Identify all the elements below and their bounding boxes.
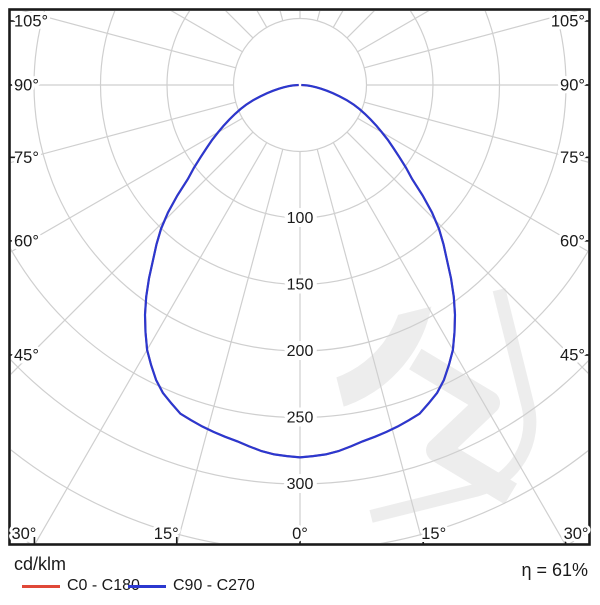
chart-border — [8, 8, 591, 546]
angle-label-right: 60° — [560, 232, 585, 250]
angle-label-left: 90° — [14, 77, 39, 95]
radial-value-label: 150 — [287, 277, 314, 294]
watermark-prong — [215, 168, 277, 291]
c90-c270-swatch — [128, 585, 166, 588]
angle-label-left: 105° — [14, 13, 48, 31]
angle-label-bottom: 30° — [564, 525, 589, 543]
tick-marks — [10, 20, 589, 544]
angle-label-bottom: 15° — [421, 525, 446, 543]
angle-label-left: 75° — [14, 149, 39, 167]
grid-ray — [21, 11, 236, 69]
radial-value-label: 250 — [287, 410, 314, 427]
c0-c180-label: C0 - C180 — [67, 577, 140, 594]
radial-value-label: 200 — [287, 343, 314, 360]
watermark-plug-icon — [215, 168, 537, 557]
curves — [143, 83, 457, 459]
grid-ray — [11, 131, 254, 375]
grid-ray — [11, 117, 243, 253]
radial-value-label: 100 — [287, 210, 314, 227]
grid-ray — [364, 101, 588, 163]
grid-ray — [11, 101, 236, 164]
grid-ray — [176, 149, 284, 543]
angle-label-left: 45° — [14, 347, 39, 365]
angle-label-left: 60° — [14, 232, 39, 250]
angle-label-right: 105° — [551, 13, 585, 31]
angle-labels: 105° 105° 90° 90° 75° 75° 60° 60° 45° 45° 30° 15° 0°… — [8, 10, 591, 547]
radial-value-label: 300 — [287, 476, 314, 493]
curve-c90-c270 — [143, 83, 457, 459]
watermark-outline — [325, 193, 537, 557]
angle-label-bottom: 15° — [154, 525, 179, 543]
watermark-cable — [409, 348, 517, 505]
angle-label-bottom: 30° — [11, 525, 36, 543]
grid-circle — [232, 17, 368, 153]
angle-label-bottom: 0° — [292, 525, 308, 543]
grid-ray — [332, 142, 566, 543]
c0-c180-swatch — [22, 585, 60, 588]
radial-value-labels: 100 150 200 250 300 — [283, 206, 318, 497]
grid-ray — [364, 11, 579, 69]
angle-label-right: 90° — [560, 77, 585, 95]
unit-label: cd/klm — [14, 554, 67, 574]
angle-label-right: 75° — [560, 149, 585, 167]
c90-c270-label: C90 - C270 — [173, 577, 255, 594]
grid-ray — [316, 149, 424, 543]
grid-ray — [34, 142, 268, 543]
angle-label-right: 45° — [560, 347, 585, 365]
efficiency-label: η = 61% — [521, 560, 588, 580]
grid-ray — [357, 117, 588, 252]
